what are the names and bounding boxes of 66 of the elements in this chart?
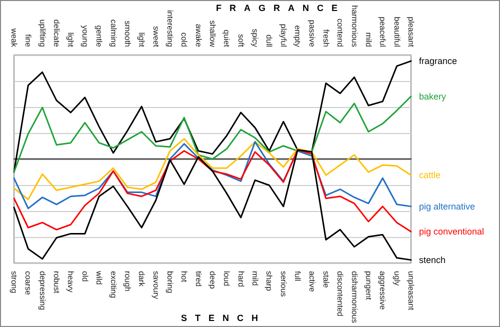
text: weak (10, 27, 18, 48)
text: interesting (165, 10, 174, 47)
text: beautiful (392, 16, 402, 48)
x-tick-label: savoury (151, 270, 160, 299)
text: smooth (122, 20, 132, 47)
text: empty (293, 25, 302, 47)
x2-axis-title: FRAGRANCE (216, 3, 346, 13)
series-label: cattle (419, 170, 441, 180)
text: shallow (208, 20, 217, 48)
x-tick-label: loud (222, 270, 232, 286)
text: contend (336, 18, 345, 47)
text: sweet (151, 26, 160, 48)
x-tick-label: heavy (66, 270, 76, 292)
x-tick-label: pungent (364, 270, 373, 301)
x-tick-label: robust (52, 270, 62, 294)
x-tick-label: boring (165, 270, 174, 294)
x-tick-label: hot (180, 270, 189, 283)
x-tick-label: dark (137, 270, 146, 288)
series-label: fragrance (419, 56, 458, 66)
text: passive (307, 20, 316, 48)
text: light (66, 32, 76, 48)
series-label: stench (419, 254, 446, 265)
x-tick-label: stale (321, 270, 330, 288)
x-tick-label: disharmonious (350, 270, 359, 324)
text: delicate (52, 19, 62, 48)
x-tick-label: ugly (392, 270, 402, 286)
x-tick-label: serious (278, 270, 288, 297)
series-label: bakery (419, 91, 447, 102)
text: gentle (94, 25, 104, 48)
series-label: pig conventional (419, 226, 484, 237)
text: spicy (250, 28, 260, 47)
x-tick-label: hard (236, 270, 246, 287)
x-tick-label: coarse (24, 270, 33, 296)
text: soft (236, 34, 246, 48)
x-tick-label: aggressive (378, 270, 388, 310)
text: dull (264, 34, 274, 48)
x-tick-label: depressing (38, 270, 47, 310)
text: mild (364, 32, 373, 47)
x-tick-label: exciting (108, 270, 118, 298)
x-tick-label: tired (194, 270, 203, 287)
series-label: pig alternative (419, 201, 476, 212)
x-tick-label: wild (94, 270, 104, 285)
x-tick-label: strong (10, 270, 18, 294)
x-tick-label: active (307, 270, 316, 292)
x-tick-label: rough (122, 270, 132, 292)
text: peaceful (378, 16, 388, 48)
x-tick-label: mild (250, 270, 260, 286)
text: young (80, 25, 90, 47)
x-tick-label: old (80, 270, 90, 282)
text: cold (180, 32, 189, 47)
text: light (137, 32, 146, 48)
text: playful (278, 24, 288, 48)
text: pleasant (406, 16, 416, 48)
x-tick-label: discontented (336, 270, 345, 316)
text: harmonious (350, 5, 359, 47)
text: calming (108, 19, 118, 47)
x-tick-label: full (293, 270, 302, 282)
text: uplifting (38, 19, 47, 47)
x-tick-label: deep (208, 270, 217, 290)
x-tick-label: sharp (264, 270, 274, 292)
text: quiet (222, 30, 232, 48)
text: awake (194, 24, 203, 48)
text: fine (24, 34, 33, 48)
x-tick-label: unpleasant (406, 270, 416, 311)
text: fresh (321, 29, 330, 47)
x-axis-title: STENCH (181, 313, 266, 323)
